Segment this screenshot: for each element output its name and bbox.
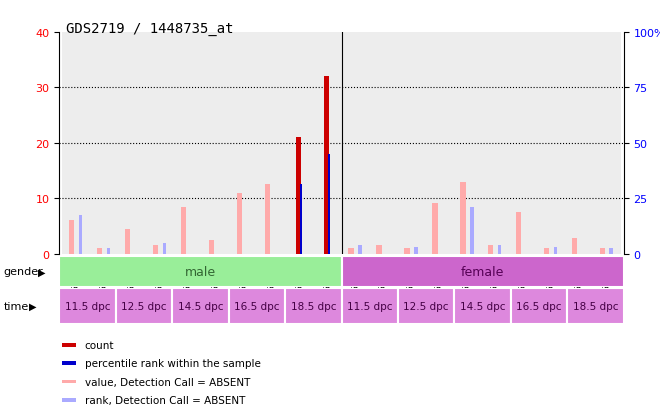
Text: ▶: ▶ — [38, 267, 46, 277]
Bar — [59, 288, 116, 324]
Text: female: female — [461, 265, 504, 278]
Bar — [181, 207, 186, 254]
Bar — [593, 33, 621, 254]
Bar — [174, 33, 202, 254]
Bar — [370, 33, 397, 254]
Bar — [516, 213, 521, 254]
Text: 11.5 dpc: 11.5 dpc — [65, 301, 110, 311]
Bar — [90, 33, 118, 254]
Bar — [162, 243, 166, 254]
Bar — [600, 249, 605, 254]
Bar — [511, 288, 567, 324]
Bar — [327, 154, 331, 254]
Bar — [405, 249, 410, 254]
Bar — [285, 288, 342, 324]
Bar — [454, 288, 511, 324]
Bar — [554, 247, 557, 254]
Bar — [498, 246, 502, 254]
Text: male: male — [185, 265, 216, 278]
Bar — [537, 33, 565, 254]
Text: 14.5 dpc: 14.5 dpc — [460, 301, 506, 311]
Bar — [397, 33, 425, 254]
Bar — [228, 288, 285, 324]
Bar — [258, 33, 286, 254]
Bar — [202, 33, 230, 254]
Bar — [118, 33, 146, 254]
Bar — [69, 221, 75, 254]
Text: 16.5 dpc: 16.5 dpc — [516, 301, 562, 311]
Bar — [342, 288, 398, 324]
Bar — [567, 288, 624, 324]
Bar — [565, 33, 593, 254]
Bar — [481, 33, 509, 254]
Bar — [62, 344, 77, 347]
Bar — [470, 207, 473, 254]
Bar — [59, 256, 342, 287]
Bar — [376, 246, 381, 254]
Bar — [79, 215, 82, 254]
Text: 14.5 dpc: 14.5 dpc — [178, 301, 223, 311]
Bar — [460, 182, 465, 254]
Bar — [398, 288, 454, 324]
Text: gender: gender — [3, 267, 43, 277]
Text: GDS2719 / 1448735_at: GDS2719 / 1448735_at — [66, 21, 234, 36]
Bar — [62, 380, 77, 383]
Bar — [324, 77, 329, 254]
Bar — [432, 203, 438, 254]
Bar — [265, 185, 270, 254]
Bar — [62, 362, 77, 365]
Bar — [509, 33, 537, 254]
Bar — [125, 229, 130, 254]
Text: 11.5 dpc: 11.5 dpc — [347, 301, 393, 311]
Bar — [172, 288, 228, 324]
Text: 12.5 dpc: 12.5 dpc — [403, 301, 449, 311]
Bar — [609, 249, 613, 254]
Bar — [230, 33, 258, 254]
Text: ▶: ▶ — [29, 301, 36, 311]
Bar — [153, 246, 158, 254]
Text: count: count — [84, 340, 114, 350]
Bar — [296, 138, 301, 254]
Bar — [97, 249, 102, 254]
Text: 12.5 dpc: 12.5 dpc — [121, 301, 167, 311]
Bar — [116, 288, 172, 324]
Bar — [348, 249, 354, 254]
Bar — [358, 246, 362, 254]
Bar — [286, 33, 313, 254]
Bar — [342, 33, 370, 254]
Bar — [62, 33, 90, 254]
Bar — [572, 239, 578, 254]
Bar — [300, 185, 302, 254]
Text: 18.5 dpc: 18.5 dpc — [573, 301, 618, 311]
Text: percentile rank within the sample: percentile rank within the sample — [84, 358, 261, 368]
Bar — [314, 33, 342, 254]
Text: value, Detection Call = ABSENT: value, Detection Call = ABSENT — [84, 377, 250, 387]
Bar — [146, 33, 174, 254]
Bar — [544, 249, 549, 254]
Bar — [237, 193, 242, 254]
Text: 18.5 dpc: 18.5 dpc — [290, 301, 336, 311]
Bar — [62, 398, 77, 401]
Bar — [425, 33, 453, 254]
Text: 16.5 dpc: 16.5 dpc — [234, 301, 280, 311]
Bar — [107, 249, 110, 254]
Bar — [414, 247, 418, 254]
Text: rank, Detection Call = ABSENT: rank, Detection Call = ABSENT — [84, 395, 245, 405]
Text: time: time — [3, 301, 28, 311]
Bar — [342, 256, 624, 287]
Bar — [488, 246, 494, 254]
Bar — [453, 33, 481, 254]
Bar — [209, 240, 214, 254]
